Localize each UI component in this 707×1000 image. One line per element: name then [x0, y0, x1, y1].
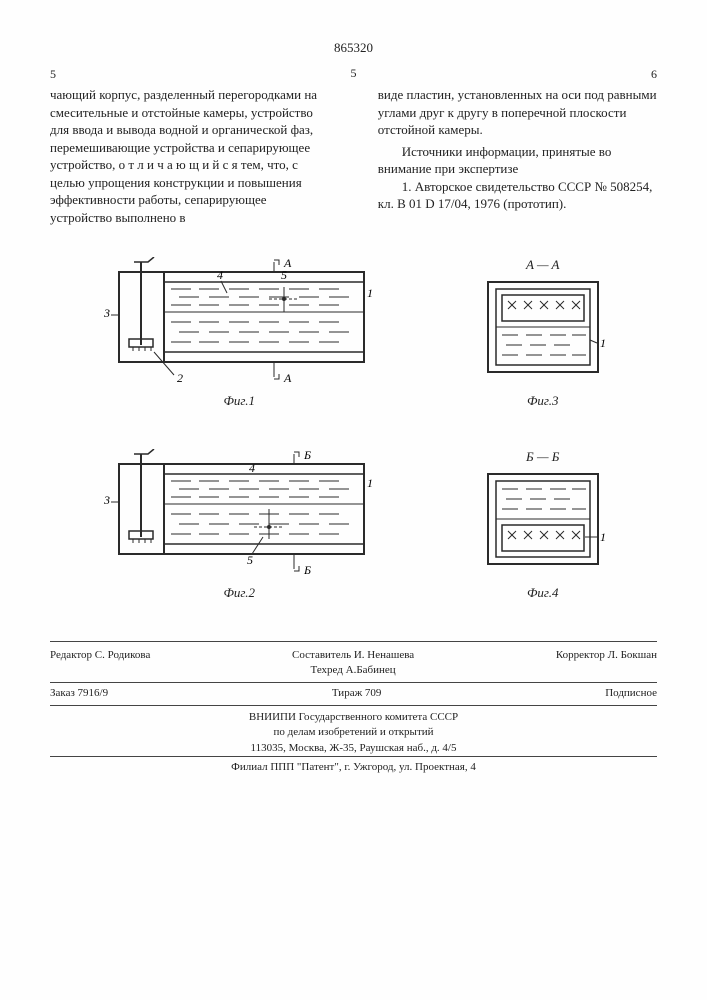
- figure-3: A — A 1: [478, 257, 608, 409]
- figures-block: A A 3 4 5 1 2 Фиг.1 A — A: [50, 257, 657, 601]
- footer-org: ВНИИПИ Государственного комитета СССР по…: [50, 710, 657, 756]
- col-left-paragraph: чающий корпус, разделенный перегородками…: [50, 87, 317, 225]
- footer-tech: Техред А.Бабинец: [311, 664, 396, 676]
- fig1-label-1: 1: [367, 286, 373, 300]
- document-number: 865320: [50, 40, 657, 56]
- fig3-label-1: 1: [600, 336, 606, 350]
- fig2-label-5: 5: [247, 553, 253, 567]
- fig4-label-1: 1: [600, 530, 606, 544]
- footer-credits: Редактор С. Родикова Составитель И. Нена…: [50, 648, 657, 679]
- fig1-label-3: 3: [103, 306, 110, 320]
- figure-row-1: A A 3 4 5 1 2 Фиг.1 A — A: [50, 257, 657, 409]
- footer-compiler: Составитель И. Ненашева: [292, 649, 414, 661]
- page-number-left: 5: [50, 66, 329, 82]
- fig2-label-1: 1: [367, 476, 373, 490]
- col-right-p2: Источники информации, принятые во вниман…: [378, 143, 657, 178]
- footer-org2: по делам изобретений и открытий: [273, 726, 433, 738]
- footer-addr: 113035, Москва, Ж-35, Раушская наб., д. …: [251, 742, 457, 754]
- section-aa-title: A — A: [478, 257, 608, 273]
- footer-sign: Подписное: [605, 686, 657, 701]
- footer-order: Заказ 7916/9: [50, 686, 108, 701]
- figure-2: Б Б 3 4 1 5 Фиг.2: [99, 449, 379, 601]
- fig1-label-4: 4: [217, 268, 223, 282]
- footer-editor: Редактор С. Родикова: [50, 648, 150, 679]
- footer-order-row: Заказ 7916/9 Тираж 709 Подписное: [50, 682, 657, 705]
- column-left: 5 чающий корпус, разделенный перегородка…: [50, 66, 329, 227]
- footer-branch: Филиал ППП "Патент", г. Ужгород, ул. Про…: [50, 756, 657, 775]
- footer-org1: ВНИИПИ Государственного комитета СССР: [249, 711, 458, 723]
- page-number-right: 6: [378, 66, 657, 82]
- footer: Редактор С. Родикова Составитель И. Нена…: [50, 641, 657, 776]
- fig4-caption: Фиг.4: [478, 585, 608, 601]
- section-label-a-bot: A: [283, 371, 292, 385]
- text-columns: 5 чающий корпус, разделенный перегородка…: [50, 66, 657, 227]
- figure-4: Б — Б 1: [478, 449, 608, 601]
- footer-tirazh: Тираж 709: [332, 686, 382, 701]
- section-bb-title: Б — Б: [478, 449, 608, 465]
- figure-1: A A 3 4 5 1 2 Фиг.1: [99, 257, 379, 409]
- section-label-b-bot: Б: [303, 563, 311, 577]
- column-right: 6 виде пластин, установленных на оси под…: [378, 66, 657, 227]
- fig1-caption: Фиг.1: [99, 393, 379, 409]
- fig1-label-2: 2: [177, 371, 183, 385]
- fig2-caption: Фиг.2: [99, 585, 379, 601]
- col-right-p3: 1. Авторское свидетельство СССР № 508254…: [378, 178, 657, 213]
- margin-number: 5: [349, 66, 359, 227]
- fig2-label-3: 3: [103, 493, 110, 507]
- fig1-label-5: 5: [281, 268, 287, 282]
- figure-row-2: Б Б 3 4 1 5 Фиг.2 Б — Б: [50, 449, 657, 601]
- fig3-caption: Фиг.3: [478, 393, 608, 409]
- fig2-label-4: 4: [249, 461, 255, 475]
- footer-corrector: Корректор Л. Бокшан: [556, 648, 657, 679]
- section-label-b-top: Б: [303, 449, 311, 462]
- col-right-p1: виде пластин, установленных на оси под р…: [378, 86, 657, 139]
